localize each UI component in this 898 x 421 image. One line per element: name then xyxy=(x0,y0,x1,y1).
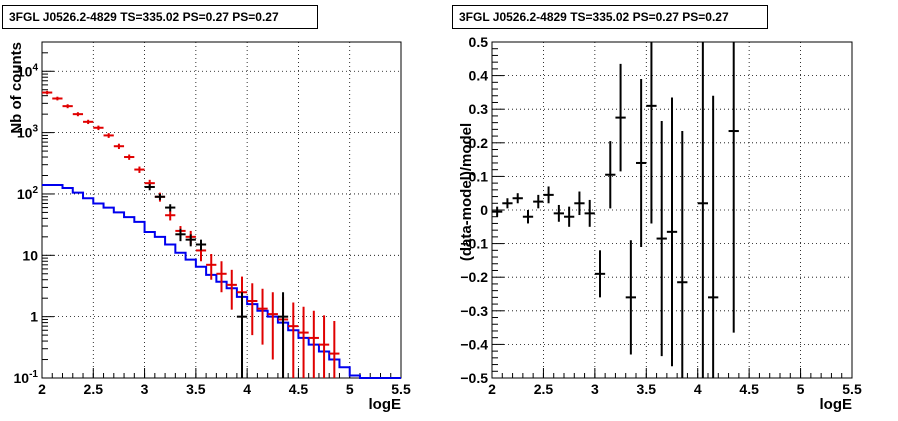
left-chart-title: 3FGL J0526.2-4829 TS=335.02 PS=0.27 PS=0… xyxy=(2,5,318,29)
red-data-point xyxy=(134,166,145,173)
residual-data-point xyxy=(543,186,554,204)
residual-data-point xyxy=(697,42,708,378)
red-data-point xyxy=(267,292,278,360)
red-data-point xyxy=(52,96,63,101)
y-tick-label: −0.4 xyxy=(460,336,488,352)
residual-data-point xyxy=(492,206,503,217)
residual-data-point xyxy=(564,206,575,227)
y-tick-label: −0.5 xyxy=(460,370,488,386)
residual-data-point xyxy=(512,193,523,204)
red-data-point xyxy=(308,310,319,378)
red-data-point xyxy=(83,119,94,125)
residual-data-point xyxy=(666,97,678,367)
x-tick-label: 2 xyxy=(488,381,496,397)
residual-data-point xyxy=(636,78,647,247)
x-axis-title: logE xyxy=(820,396,853,413)
residual-data-point xyxy=(553,204,564,222)
red-data-point xyxy=(42,90,53,95)
plot-frame xyxy=(41,41,402,379)
residual-data-point xyxy=(625,240,636,355)
residual-data-point xyxy=(615,63,626,172)
red-data-point xyxy=(318,315,330,378)
x-tick-label: 4 xyxy=(243,381,251,397)
black-data-point xyxy=(175,228,186,242)
x-tick-label: 2.5 xyxy=(84,381,104,397)
y-tick-label: 0 xyxy=(480,202,488,218)
red-data-point xyxy=(93,125,104,131)
red-data-point xyxy=(124,154,135,160)
residual-data-point xyxy=(502,198,513,209)
x-tick-label: 2 xyxy=(38,381,46,397)
y-tick-label: 103 xyxy=(17,124,39,141)
y-axis-title: Nb of counts xyxy=(8,42,25,134)
y-tick-label: 102 xyxy=(17,185,39,202)
y-tick-label: −0.1 xyxy=(460,236,488,252)
residual-data-point xyxy=(605,141,616,209)
red-data-point xyxy=(103,133,114,138)
residual-data-point xyxy=(594,250,606,298)
residual-data-point xyxy=(656,120,667,357)
red-data-point xyxy=(226,269,237,310)
residual-data-point xyxy=(574,191,585,216)
residual-data-point xyxy=(584,199,595,227)
black-data-point xyxy=(195,239,207,251)
residual-data-point xyxy=(728,42,739,333)
right-chart-title: 3FGL J0526.2-4829 TS=335.02 PS=0.27 PS=0… xyxy=(452,5,768,29)
y-tick-label: 0.4 xyxy=(469,68,489,84)
y-tick-label: 1 xyxy=(30,309,38,325)
black-data-point xyxy=(165,204,176,212)
red-data-point xyxy=(165,210,176,221)
x-tick-label: 3 xyxy=(141,381,149,397)
x-tick-label: 4.5 xyxy=(739,381,759,397)
counts-chart: 2 2.5 3 3.5 4 4.5 5 5.5 10-1 1 10 102 103 104 logE Nb o… xyxy=(8,41,411,413)
y-tick-label: 0.2 xyxy=(469,135,489,151)
red-data-point xyxy=(257,288,268,345)
x-tick-label: 3.5 xyxy=(186,381,206,397)
y-tick-label: 104 xyxy=(17,62,39,79)
y-tick-label: 0.5 xyxy=(469,34,489,50)
red-data-point xyxy=(247,283,258,336)
red-data-point xyxy=(206,254,217,280)
residual-data-point xyxy=(533,194,544,209)
residuals-chart: 2 2.5 3 3.5 4 4.5 5 5.5 −0.5 −0.4 −0.3 −0.2 −0.1 0 0.1… xyxy=(458,34,862,413)
residual-data-point xyxy=(677,131,688,378)
y-tick-label: −0.3 xyxy=(460,303,488,319)
x-tick-label: 3 xyxy=(591,381,599,397)
red-data-point xyxy=(216,261,227,293)
x-axis-title: logE xyxy=(369,396,402,413)
x-tick-label: 5 xyxy=(797,381,805,397)
y-axis-title: (data-model)/model xyxy=(458,123,475,261)
x-tick-label: 4 xyxy=(694,381,702,397)
red-data-point xyxy=(113,143,125,150)
residual-data-point xyxy=(708,95,719,378)
x-tick-label: 5.5 xyxy=(391,381,411,397)
red-data-point xyxy=(62,104,73,109)
red-data-point xyxy=(329,320,340,378)
y-tick-label: −0.2 xyxy=(460,269,488,285)
y-tick-label: 10-1 xyxy=(14,369,39,386)
x-tick-label: 5 xyxy=(346,381,354,397)
black-data-point xyxy=(277,292,289,378)
x-tick-label: 5.5 xyxy=(842,381,862,397)
y-tick-label: 0.1 xyxy=(469,168,489,184)
black-data-point xyxy=(154,193,166,200)
black-data-point xyxy=(236,292,248,378)
y-tick-label: 10 xyxy=(22,247,38,263)
x-tick-label: 2.5 xyxy=(534,381,554,397)
x-tick-label: 4.5 xyxy=(289,381,309,397)
black-data-point xyxy=(144,184,155,191)
red-data-point xyxy=(72,112,84,117)
black-data-point xyxy=(185,234,196,247)
residual-data-point xyxy=(646,42,657,224)
y-tick-label: 0.3 xyxy=(469,101,489,117)
residual-data-point xyxy=(522,210,534,224)
x-tick-label: 3.5 xyxy=(637,381,657,397)
red-data-point xyxy=(288,302,299,378)
red-data-point xyxy=(298,306,309,378)
